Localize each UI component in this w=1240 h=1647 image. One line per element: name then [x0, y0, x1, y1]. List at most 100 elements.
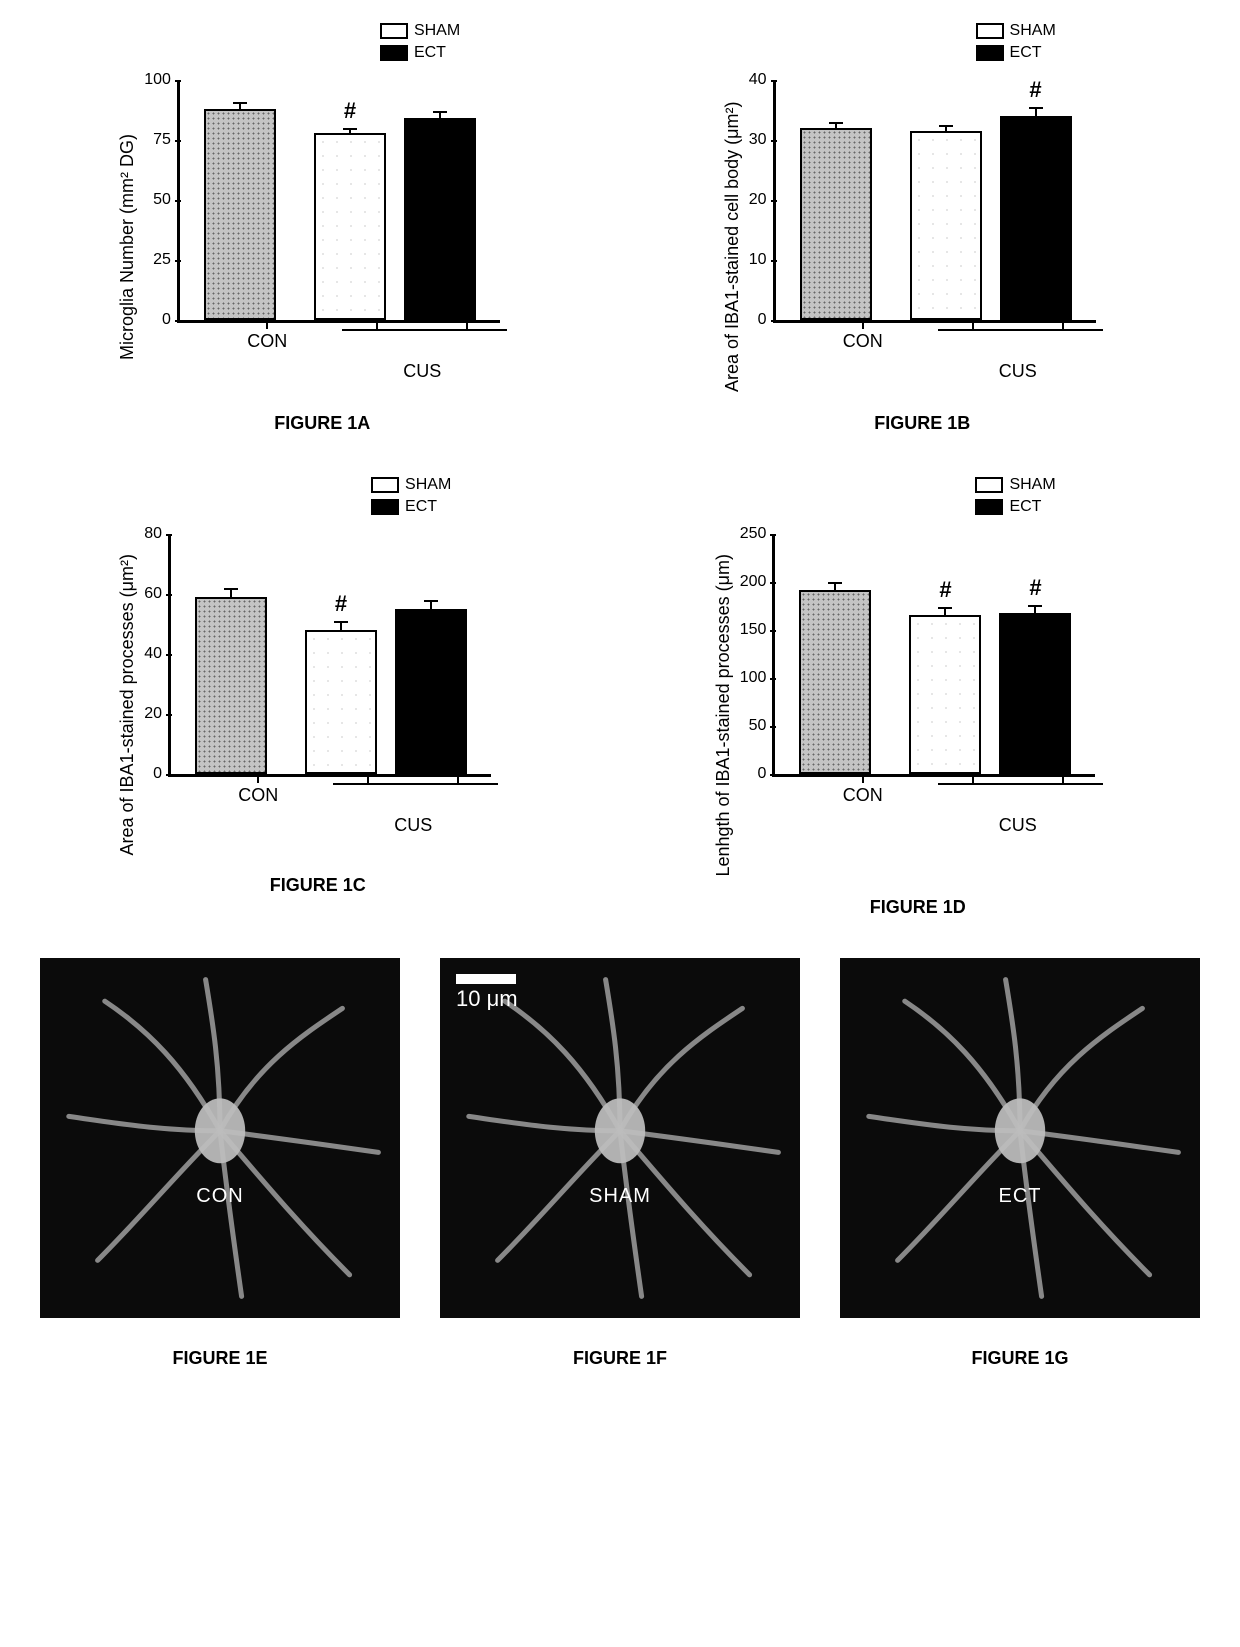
- significance-marker: #: [1029, 77, 1041, 103]
- spacer: [740, 777, 800, 847]
- micrograph-image: CON: [40, 958, 400, 1318]
- legend-label: SHAM: [1009, 476, 1055, 494]
- micrograph-panel-F: SHAM 10 μm FIGURE 1F: [440, 958, 800, 1369]
- x-tick: [972, 775, 974, 783]
- cus-bracket: [333, 783, 498, 785]
- legend-swatch: [976, 23, 1004, 39]
- x-axis: CONCUS: [803, 777, 1123, 847]
- legend-label: ECT: [1010, 44, 1042, 62]
- figure-caption: FIGURE 1C: [270, 875, 366, 896]
- legend-swatch: [380, 23, 408, 39]
- scale-bar-text: 10 μm: [456, 986, 518, 1012]
- bar: [800, 128, 872, 320]
- y-axis-label: Lenhgth of IBA1-stained processes (μm): [713, 534, 734, 877]
- error-bar: [834, 582, 836, 590]
- x-tick: [257, 775, 259, 783]
- x-label-con: CON: [247, 331, 287, 352]
- legend-item: SHAM: [976, 22, 1056, 40]
- x-tick: [1062, 321, 1064, 329]
- plot-area: SHAMECT#: [177, 80, 500, 323]
- figure-caption: FIGURE 1F: [573, 1348, 667, 1369]
- y-axis: 250200150100500: [740, 534, 773, 774]
- legend-label: ECT: [1009, 498, 1041, 516]
- chart: Microglia Number (mm² DG)1007550250SHAME…: [117, 20, 527, 393]
- significance-marker: #: [939, 577, 951, 603]
- spacer: [144, 777, 195, 847]
- figure-caption: FIGURE 1A: [274, 413, 370, 434]
- legend-swatch: [976, 45, 1004, 61]
- figure-caption: FIGURE 1D: [870, 897, 966, 918]
- chart-panel-A: Microglia Number (mm² DG)1007550250SHAME…: [117, 20, 527, 434]
- legend-item: ECT: [380, 44, 460, 62]
- plot-area: SHAMECT#: [773, 80, 1096, 323]
- legend-item: SHAM: [975, 476, 1055, 494]
- x-label-cus: CUS: [999, 361, 1037, 382]
- legend-item: ECT: [976, 44, 1056, 62]
- significance-marker: #: [1029, 575, 1041, 601]
- x-tick: [367, 775, 369, 783]
- legend-item: SHAM: [371, 476, 451, 494]
- significance-marker: #: [335, 591, 347, 617]
- spacer: [749, 323, 800, 393]
- bar: [195, 597, 267, 774]
- scale-bar: 10 μm: [456, 974, 518, 1012]
- x-tick: [972, 321, 974, 329]
- error-bar: [239, 102, 241, 109]
- legend-swatch: [371, 499, 399, 515]
- error-bar: [349, 128, 351, 133]
- scale-bar-line: [456, 974, 516, 984]
- plot-area: SHAMECT##: [772, 534, 1095, 777]
- legend: SHAM ECT: [371, 476, 451, 516]
- x-label-con: CON: [843, 785, 883, 806]
- chart: Area of IBA1-stained processes (μm²)8060…: [117, 474, 518, 855]
- error-bar: [340, 621, 342, 630]
- error-bar: [944, 607, 946, 615]
- legend-swatch: [975, 477, 1003, 493]
- legend-label: SHAM: [405, 476, 451, 494]
- error-bar: [1035, 107, 1037, 116]
- legend-label: ECT: [405, 498, 437, 516]
- x-label-cus: CUS: [394, 815, 432, 836]
- micrograph-panel-G: ECT FIGURE 1G: [840, 958, 1200, 1369]
- bar: [1000, 116, 1072, 320]
- x-tick: [862, 321, 864, 329]
- x-axis: CON CUS: [198, 777, 518, 847]
- bar: [305, 630, 377, 774]
- x-axis: CONCUS: [207, 323, 527, 393]
- y-axis-label: Area of IBA1-stained cell body (μm²): [722, 80, 743, 393]
- x-tick: [466, 321, 468, 329]
- x-axis: CONCUS: [803, 323, 1123, 393]
- figure-caption: FIGURE 1E: [172, 1348, 267, 1369]
- y-axis-label: Microglia Number (mm² DG): [117, 80, 138, 393]
- cus-bracket: [938, 329, 1103, 331]
- x-tick: [1062, 775, 1064, 783]
- x-label-con: CON: [238, 785, 278, 806]
- micrograph-image: ECT: [840, 958, 1200, 1318]
- error-bar: [439, 111, 441, 118]
- legend-swatch: [975, 499, 1003, 515]
- error-bar: [430, 600, 432, 609]
- legend-item: ECT: [371, 498, 451, 516]
- x-tick: [376, 321, 378, 329]
- x-tick: [457, 775, 459, 783]
- figure-caption: FIGURE 1B: [874, 413, 970, 434]
- y-axis: 403020100: [749, 80, 773, 320]
- micrograph-label: SHAM: [589, 1185, 651, 1208]
- chart: Area of IBA1-stained cell body (μm²) 4030…: [722, 20, 1123, 393]
- error-bar: [945, 125, 947, 131]
- error-bar: [835, 122, 837, 128]
- figure-caption: FIGURE 1G: [971, 1348, 1068, 1369]
- legend: SHAM ECT: [976, 22, 1056, 62]
- x-tick: [862, 775, 864, 783]
- micrograph-label: CON: [196, 1185, 243, 1208]
- legend-swatch: [380, 45, 408, 61]
- bar: [799, 590, 871, 774]
- legend: SHAM ECT: [975, 476, 1055, 516]
- error-bar: [1034, 605, 1036, 613]
- chart: Lenhgth of IBA1-stained processes (μm) 25…: [713, 474, 1123, 877]
- micrograph-panel-E: CON FIGURE 1E: [40, 958, 400, 1369]
- y-axis: 806040200: [144, 534, 168, 774]
- y-axis: 1007550250: [144, 80, 177, 320]
- micrograph-label: ECT: [999, 1185, 1042, 1208]
- legend-label: SHAM: [414, 22, 460, 40]
